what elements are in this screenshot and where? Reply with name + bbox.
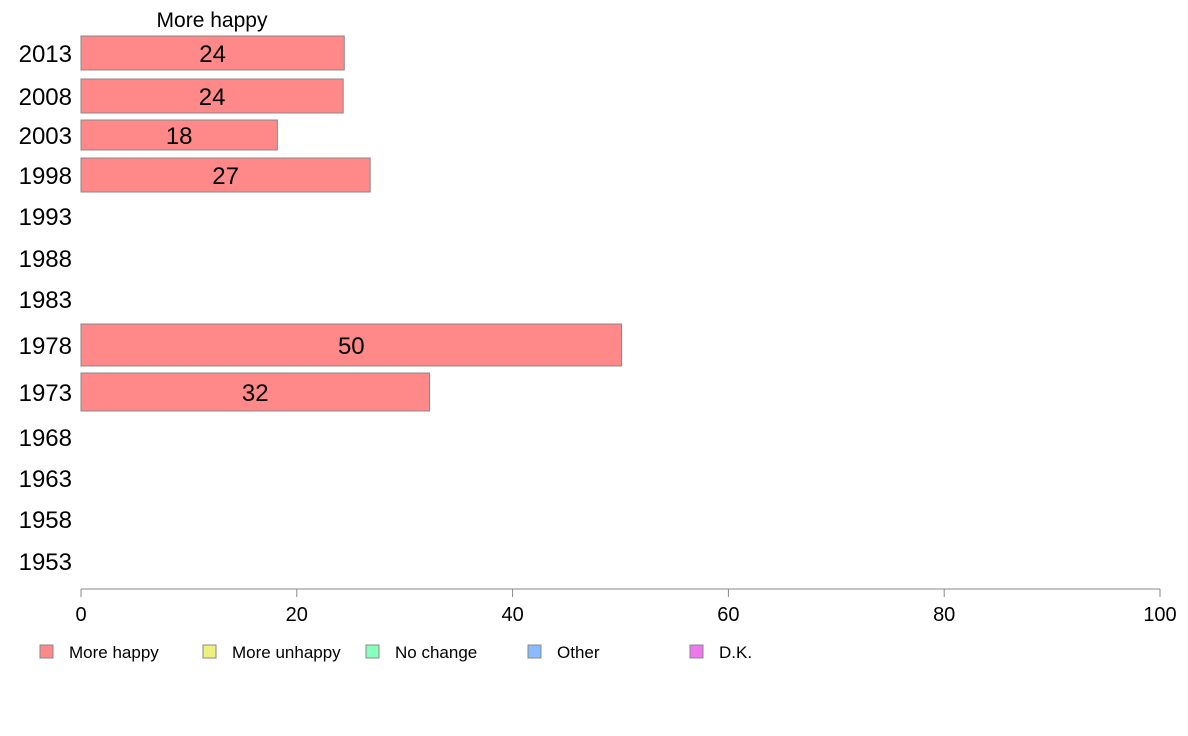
category-label-2003: 2003 <box>19 123 72 150</box>
category-label-1968: 1968 <box>19 425 72 452</box>
value-label-1998: 27 <box>212 163 239 190</box>
category-label-1958: 1958 <box>19 507 72 534</box>
value-label-2008: 24 <box>199 84 226 111</box>
legend-label-0: More happy <box>69 643 159 662</box>
bar-1978 <box>80 323 623 367</box>
category-label-2008: 2008 <box>19 84 72 111</box>
category-label-1978: 1978 <box>19 333 72 360</box>
category-label-1953: 1953 <box>19 549 72 576</box>
category-label-1973: 1973 <box>19 380 72 407</box>
x-tick-label-40: 40 <box>501 604 523 626</box>
legend-swatch-0 <box>39 644 54 659</box>
legend-swatch-1 <box>202 644 217 659</box>
category-label-1998: 1998 <box>19 163 72 190</box>
x-tick-label-20: 20 <box>286 604 308 626</box>
bar-1998 <box>80 157 371 193</box>
x-tick-label-100: 100 <box>1143 604 1176 626</box>
x-tick-label-0: 0 <box>75 604 86 626</box>
category-label-1988: 1988 <box>19 246 72 273</box>
legend-swatch-2 <box>365 644 380 659</box>
legend-label-2: No change <box>395 643 477 662</box>
legend-swatch-3 <box>527 644 542 659</box>
value-label-1973: 32 <box>242 380 269 407</box>
value-label-1978: 50 <box>338 333 365 360</box>
category-label-1983: 1983 <box>19 287 72 314</box>
legend-label-3: Other <box>557 643 600 662</box>
bar-2003 <box>80 119 278 151</box>
legend-label-4: D.K. <box>719 643 752 662</box>
value-label-2013: 24 <box>199 41 226 68</box>
bar-1973 <box>80 372 431 412</box>
series-title: More happy <box>157 9 268 32</box>
category-label-1993: 1993 <box>19 204 72 231</box>
category-label-2013: 2013 <box>19 41 72 68</box>
x-tick-label-60: 60 <box>717 604 739 626</box>
x-tick-label-80: 80 <box>933 604 955 626</box>
value-label-2003: 18 <box>166 123 193 150</box>
category-label-1963: 1963 <box>19 466 72 493</box>
legend-label-1: More unhappy <box>232 643 341 662</box>
bar-2013 <box>80 35 345 71</box>
bar-2008 <box>80 78 344 114</box>
legend-swatch-4 <box>689 644 704 659</box>
